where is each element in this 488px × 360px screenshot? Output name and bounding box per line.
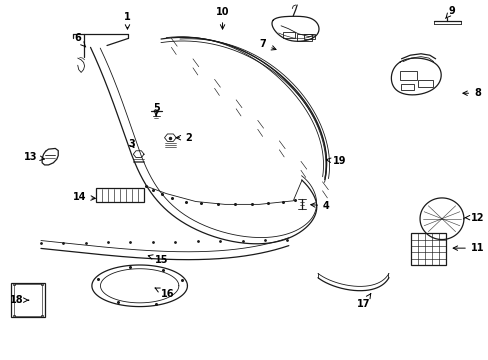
Text: 2: 2	[176, 133, 191, 143]
Text: 12: 12	[464, 213, 483, 222]
Text: 8: 8	[462, 88, 480, 98]
Text: 4: 4	[310, 201, 329, 211]
Bar	[400, 84, 413, 90]
Text: 11: 11	[452, 243, 483, 253]
Text: 14: 14	[73, 192, 95, 202]
Text: 19: 19	[325, 156, 346, 166]
Bar	[304, 34, 314, 39]
Text: 13: 13	[24, 152, 44, 162]
Text: 17: 17	[357, 293, 370, 309]
Bar	[410, 233, 446, 265]
Text: 10: 10	[215, 7, 229, 29]
Text: 15: 15	[148, 255, 168, 265]
Bar	[11, 283, 44, 317]
Bar	[282, 32, 294, 39]
Text: 7: 7	[259, 40, 275, 50]
Bar	[297, 34, 311, 41]
Text: 16: 16	[155, 288, 174, 299]
Text: 3: 3	[128, 139, 135, 149]
Text: 1: 1	[124, 12, 131, 29]
Text: 5: 5	[153, 103, 160, 116]
Text: 6: 6	[74, 33, 85, 47]
Text: 18: 18	[9, 295, 29, 305]
Bar	[417, 80, 432, 87]
Bar	[14, 284, 41, 316]
Text: 9: 9	[445, 6, 454, 18]
Bar	[399, 71, 416, 80]
Bar	[96, 188, 143, 202]
